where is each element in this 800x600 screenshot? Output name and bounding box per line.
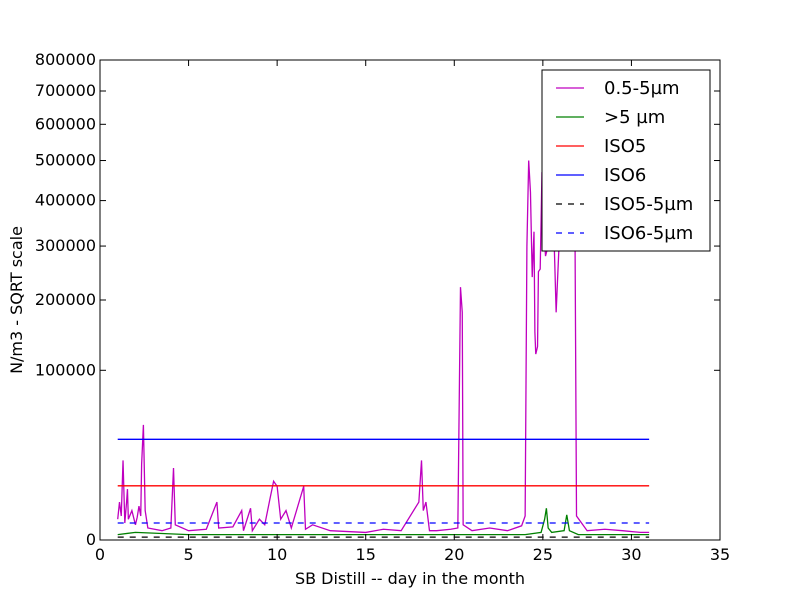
- y-tick-label: 700000: [35, 81, 96, 100]
- legend-label: ISO5-5µm: [604, 194, 693, 215]
- legend-label: ISO6-5µm: [604, 223, 693, 244]
- x-tick-label: 20: [444, 545, 464, 564]
- y-tick-label: 200000: [35, 290, 96, 309]
- legend-label: 0.5-5µm: [604, 78, 680, 99]
- y-tick-label: 100000: [35, 360, 96, 379]
- series-line-1: [117, 508, 650, 536]
- x-tick-label: 0: [95, 545, 105, 564]
- ticks-layer: 0 5 10 15 20 25 30 35 0 100000 200000 300000 400000 5…: [35, 50, 730, 564]
- y-tick-label: 500000: [35, 151, 96, 170]
- y-tick-label: 600000: [35, 114, 96, 133]
- x-tick-label: 5: [183, 545, 193, 564]
- y-axis-label: N/m3 - SQRT scale: [7, 226, 26, 374]
- x-tick-label: 30: [621, 545, 641, 564]
- x-tick-label: 10: [267, 545, 287, 564]
- x-tick-label: 35: [710, 545, 730, 564]
- y-tick-label: 400000: [35, 191, 96, 210]
- x-tick-label: 25: [533, 545, 553, 564]
- y-tick-label: 800000: [35, 50, 96, 69]
- x-axis-label: SB Distill -- day in the month: [295, 569, 525, 588]
- legend-box: [541, 69, 711, 252]
- legend-label: ISO5: [604, 136, 646, 157]
- x-tick-label: 15: [356, 545, 376, 564]
- legend-label: ISO6: [604, 165, 646, 186]
- legend: 0.5-5µm >5 µm ISO5 ISO6 ISO5-5µm ISO6-5µm: [541, 69, 711, 252]
- y-tick-label: 300000: [35, 236, 96, 255]
- legend-label: >5 µm: [604, 107, 665, 128]
- y-tick-label: 0: [86, 530, 96, 549]
